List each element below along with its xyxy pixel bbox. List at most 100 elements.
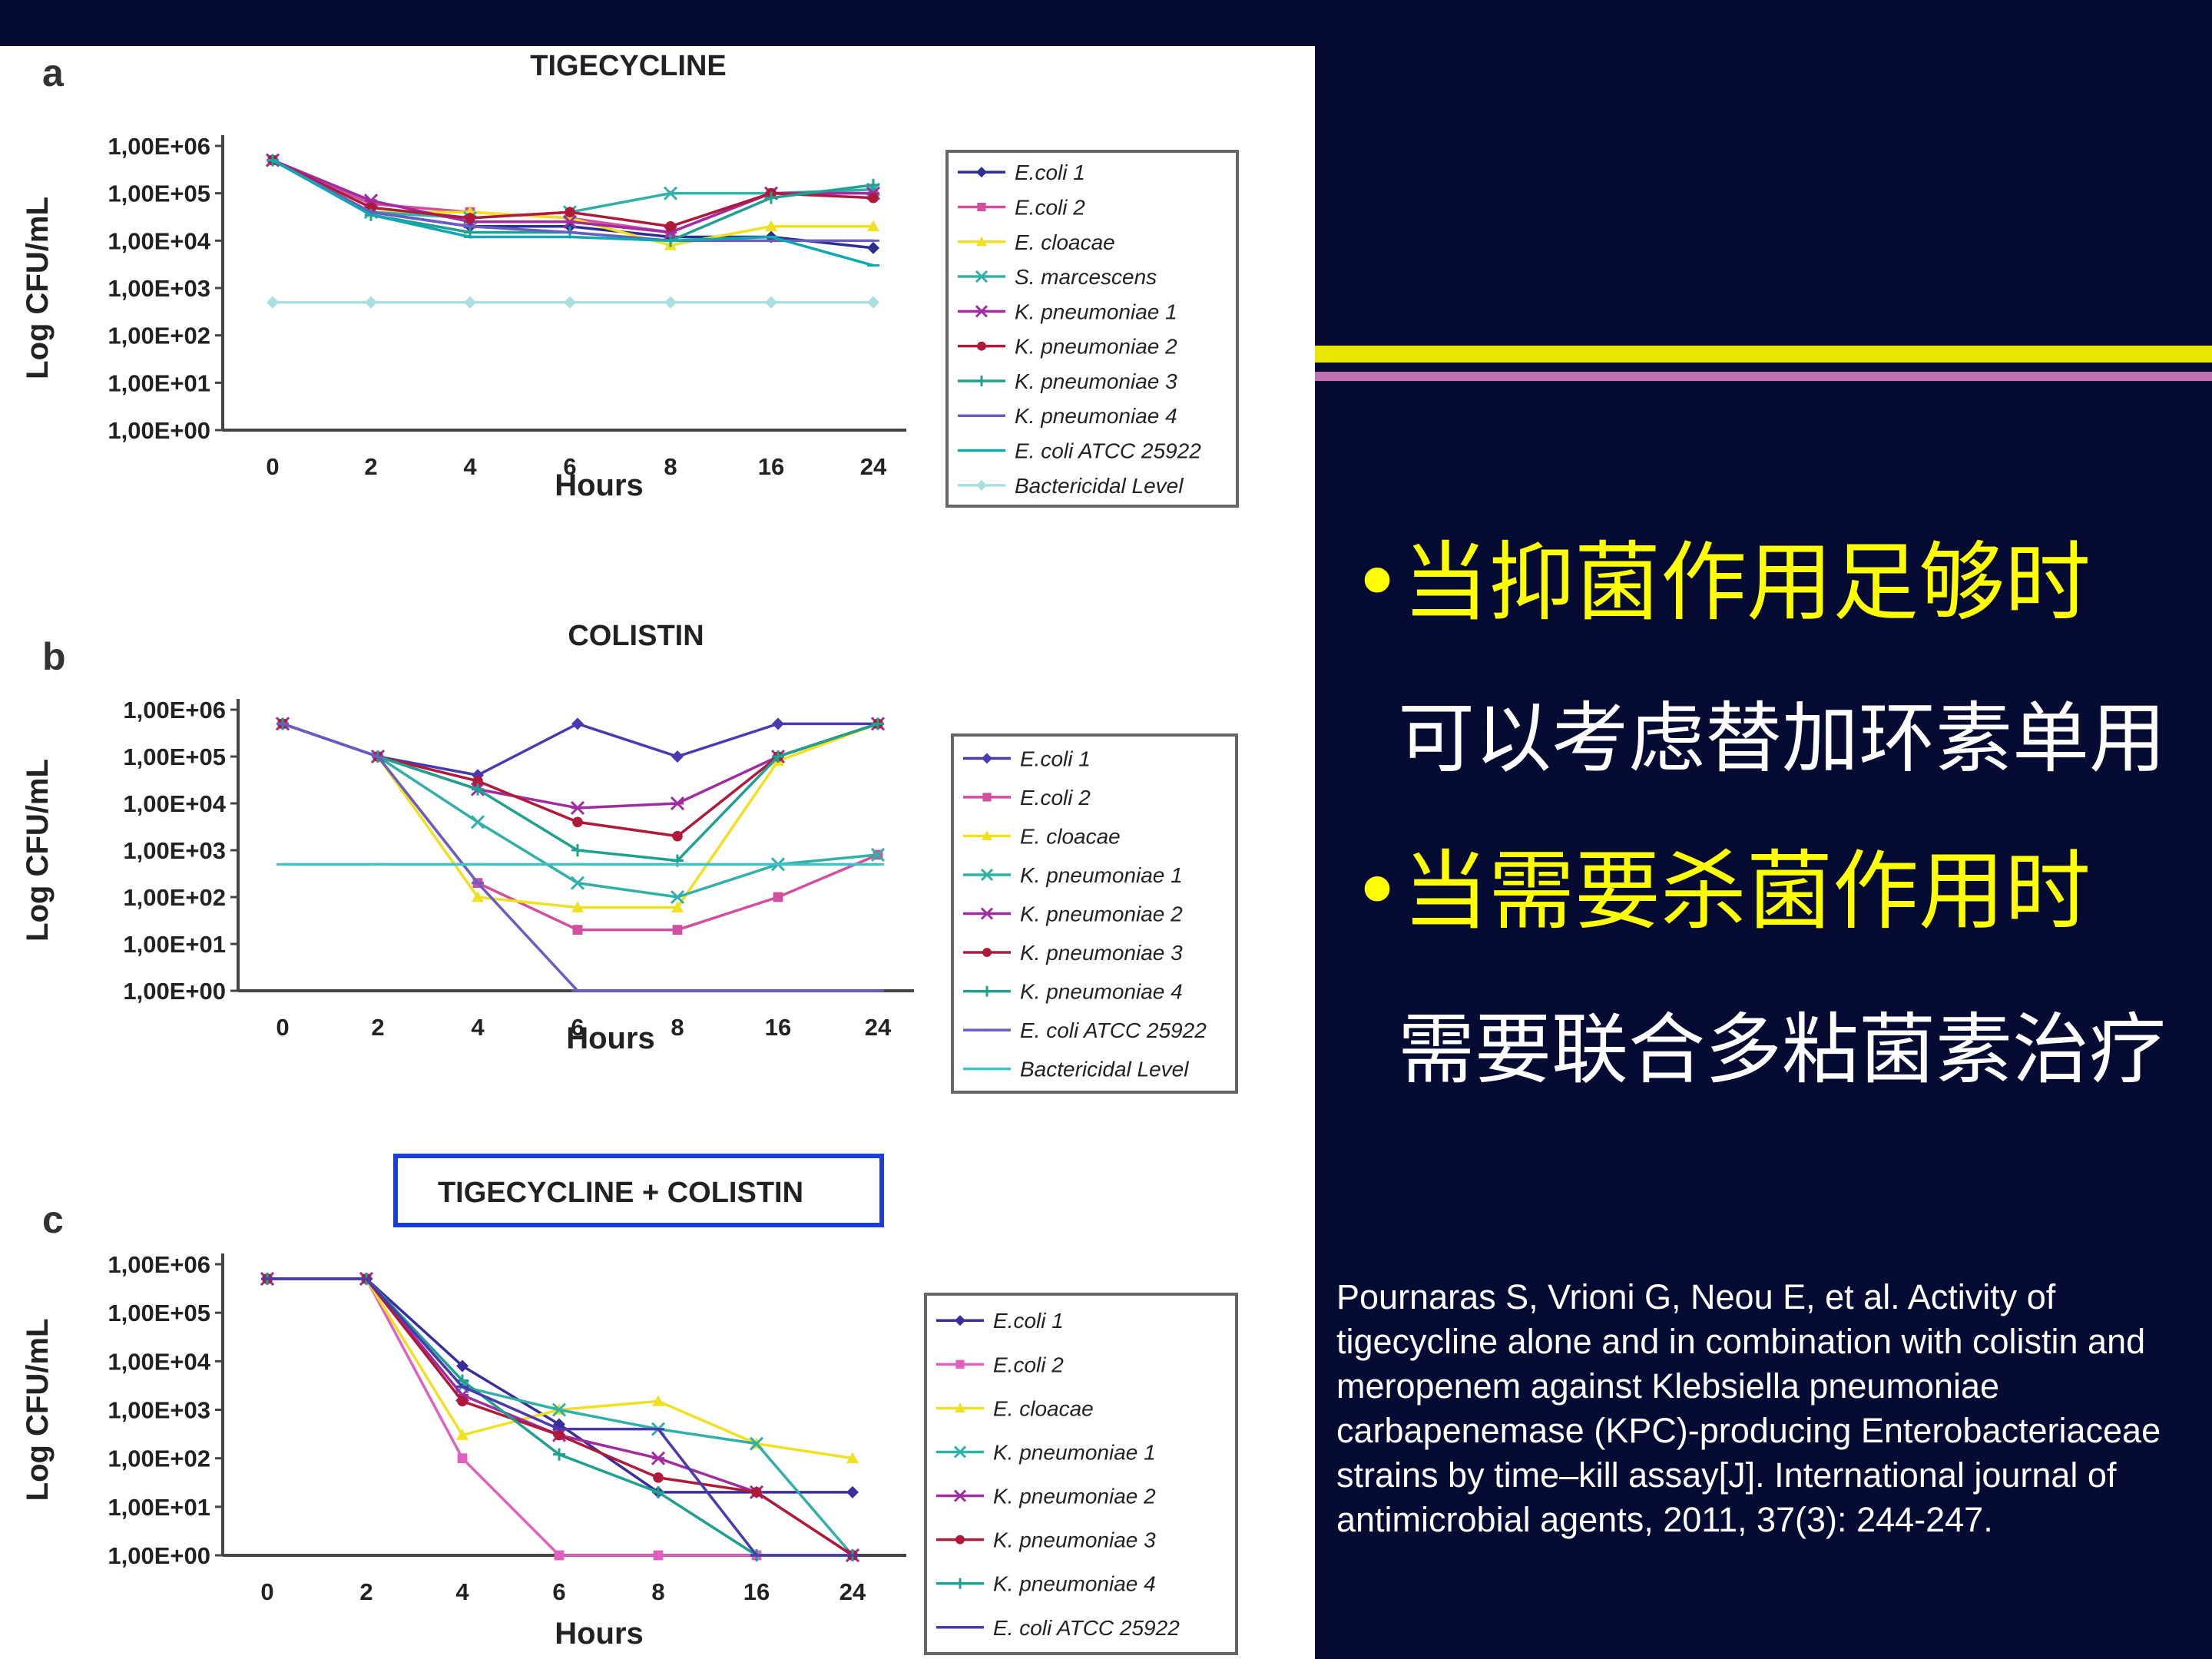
x-tick-label: 4 — [471, 1014, 485, 1041]
legend-entry: E.coli 1 — [1015, 161, 1085, 184]
legend-swatch-marker — [977, 341, 986, 351]
data-point — [565, 207, 575, 218]
y-tick-label: 1,00E+06 — [123, 697, 226, 724]
sub-combination-colistin: 需要联合多粘菌素治疗 — [1398, 1005, 2166, 1094]
data-point — [867, 241, 879, 254]
y-tick-label: 1,00E+03 — [123, 837, 226, 864]
x-tick-label: 0 — [266, 453, 279, 480]
x-tick-label: 0 — [276, 1014, 289, 1041]
x-tick-label: 16 — [758, 453, 784, 480]
data-point — [773, 892, 783, 902]
y-tick-label: 1,00E+01 — [108, 1494, 210, 1521]
data-point — [470, 815, 485, 830]
x-tick-label: 8 — [651, 1578, 664, 1605]
legend-entry: K. pneumoniae 1 — [1015, 300, 1177, 323]
data-point — [870, 847, 886, 862]
title-highlight-box — [393, 1154, 884, 1227]
x-tick-label: 4 — [463, 453, 477, 480]
y-tick-label: 1,00E+04 — [108, 227, 210, 254]
data-point — [665, 220, 676, 232]
data-point — [846, 1485, 859, 1498]
data-point — [765, 220, 777, 232]
legend-entry: E.coli 1 — [1020, 747, 1091, 770]
legend-swatch-marker — [982, 948, 992, 957]
x-tick-label: 24 — [839, 1578, 866, 1605]
legend-swatch-marker — [955, 1535, 965, 1545]
y-tick-label: 1,00E+02 — [123, 884, 226, 911]
y-tick-label: 1,00E+05 — [123, 743, 226, 770]
legend-entry: Bactericidal Level — [1015, 474, 1184, 498]
legend-swatch-marker — [982, 830, 992, 841]
series-line — [267, 1277, 853, 1557]
y-axis-label: Log CFU/mL — [21, 1319, 55, 1502]
series-e-coli-atcc-25922 — [261, 1277, 859, 1557]
data-point — [472, 783, 484, 796]
legend-entry: K. pneumoniae 3 — [1015, 369, 1177, 393]
legend-entry: Bactericidal Level — [1020, 1058, 1189, 1081]
data-point — [751, 1487, 762, 1498]
legend-entry: K. pneumoniae 4 — [1020, 980, 1183, 1004]
y-tick-label: 1,00E+01 — [108, 369, 210, 396]
legend-swatch-marker — [955, 1359, 965, 1369]
series-k-pneumoniae-3 — [262, 1273, 858, 1561]
y-tick-label: 1,00E+01 — [123, 931, 226, 958]
legend-box — [924, 1293, 1238, 1655]
bullet-tigecycline-alone: •当抑菌作用足够时 — [1352, 533, 2091, 633]
series-line — [282, 722, 878, 777]
legend-entry: K. pneumoniae 4 — [1015, 404, 1177, 428]
y-tick-label: 1,00E+00 — [108, 417, 210, 444]
data-point — [867, 178, 879, 191]
y-tick-label: 1,00E+02 — [108, 1445, 210, 1472]
data-point — [571, 901, 584, 912]
panel-label: a — [42, 51, 65, 94]
y-tick-label: 1,00E+05 — [108, 1300, 210, 1326]
data-point — [464, 296, 476, 309]
x-axis-label: Hours — [555, 469, 644, 502]
series-line — [282, 722, 879, 863]
legend-entry: E.coli 2 — [993, 1353, 1064, 1376]
data-point — [671, 750, 684, 763]
series-line — [282, 722, 878, 992]
legend-swatch-marker — [980, 868, 994, 882]
series-k-pneumoniae-2 — [275, 717, 886, 815]
data-point — [846, 1452, 859, 1464]
data-point — [456, 1429, 469, 1440]
legend-entry: E. cloacae — [1015, 230, 1115, 254]
legend-swatch-marker — [955, 1578, 965, 1589]
data-point — [570, 800, 585, 815]
y-tick-label: 1,00E+05 — [108, 180, 210, 207]
series-e-coli-atcc-25922 — [276, 722, 884, 992]
data-point — [749, 1436, 764, 1451]
charts-figure: a TIGECYCLINE 1,00E+00 1,00E+01 1,00E+02 1,00… — [21, 50, 1239, 1655]
data-point — [651, 1451, 666, 1465]
series-e-coli-2 — [262, 1273, 858, 1561]
data-point — [554, 1429, 565, 1441]
y-tick-label: 1,00E+02 — [108, 323, 210, 349]
citation: Pournaras S, Vrioni G, Neou E, et al. Ac… — [1336, 1277, 2161, 1539]
legend-swatch-marker — [982, 753, 992, 764]
x-tick-label: 24 — [860, 453, 887, 480]
legend-swatch-marker — [975, 305, 988, 318]
x-tick-label: 24 — [865, 1014, 892, 1041]
data-point — [670, 796, 685, 811]
data-point — [554, 1550, 565, 1561]
data-point — [553, 1448, 565, 1461]
x-tick-label: 2 — [359, 1578, 373, 1605]
series-bactericidal-level — [267, 296, 879, 309]
data-point — [551, 1402, 567, 1417]
data-point — [457, 1453, 468, 1464]
legend-swatch-marker — [977, 202, 986, 212]
data-point — [765, 191, 777, 204]
sub-tigecycline-monotherapy: 可以考虑替加环素单用 — [1398, 694, 2166, 783]
legend-entry: K. pneumoniae 3 — [993, 1528, 1156, 1552]
bullet-bactericidal-needed: •当需要杀菌作用时 — [1352, 842, 2091, 942]
legend-swatch-marker — [953, 1445, 967, 1459]
legend-entry: E. coli ATCC 25922 — [1020, 1018, 1207, 1042]
legend-entry: E. cloacae — [1020, 824, 1121, 848]
legend-swatch-marker — [980, 907, 994, 920]
series-line — [267, 1277, 853, 1557]
series-line — [267, 1277, 853, 1557]
chart-title: TIGECYCLINE + COLISTIN — [438, 1177, 803, 1209]
data-point — [365, 296, 377, 309]
legend-swatch-marker — [976, 375, 987, 386]
